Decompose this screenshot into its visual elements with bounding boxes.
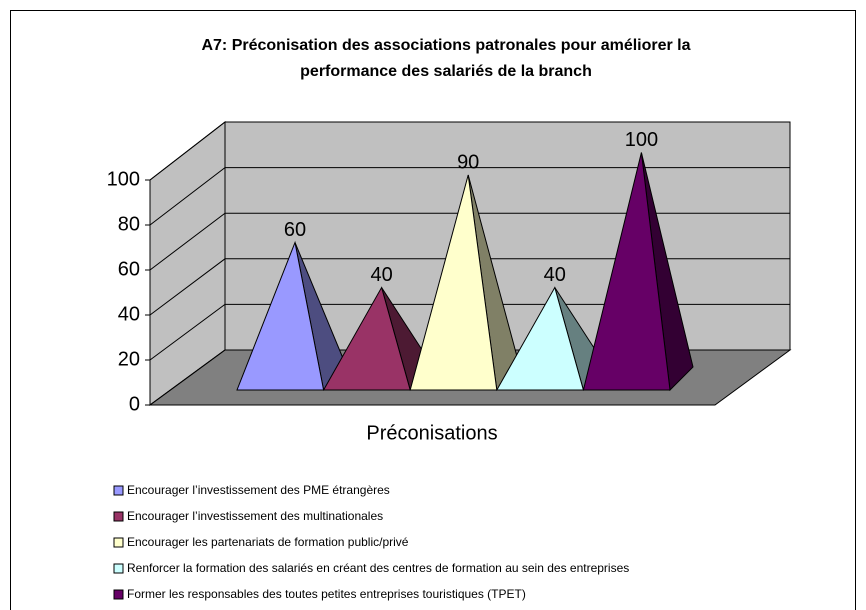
value-label: 60 [284,219,306,241]
legend-label: Former les responsables des toutes petit… [127,587,526,601]
pyramid [495,286,585,391]
value-label: 90 [457,151,479,173]
x-axis-label: Préconisations [366,422,497,444]
legend-label: Encourager les partenariats de formation… [127,535,409,549]
legend-swatch [113,563,124,574]
grid-line [149,303,790,361]
y-tick-label: 0 [129,393,140,415]
y-tick-label: 40 [118,303,140,325]
legend-swatch [113,511,124,522]
value-label: 40 [370,264,392,286]
grid-line [149,167,790,226]
y-tick-label: 80 [118,213,140,235]
value-label: 100 [625,129,658,151]
chart-title: performance des salariés de la branch [300,63,592,80]
legend-label: Encourager l’investissement des PME étra… [127,483,390,497]
legend-swatch [113,589,124,600]
grid-line [149,258,790,316]
chart-title: A7: Préconisation des associations patro… [201,37,690,54]
legend-swatch [113,537,124,548]
legend-label: Encourager l’investissement des multinat… [127,509,383,523]
pyramid [582,152,671,391]
y-tick-label: 20 [118,348,140,370]
legend-label: Renforcer la formation des salariés en c… [127,561,629,575]
pyramid [409,174,498,391]
legend-swatch [113,485,124,496]
grid-line [149,121,790,181]
pyramid [236,240,325,391]
value-label: 40 [544,264,566,286]
pyramid [322,286,411,391]
y-tick-label: 100 [107,168,140,190]
grid-line [149,212,790,271]
y-tick-label: 60 [118,258,140,280]
